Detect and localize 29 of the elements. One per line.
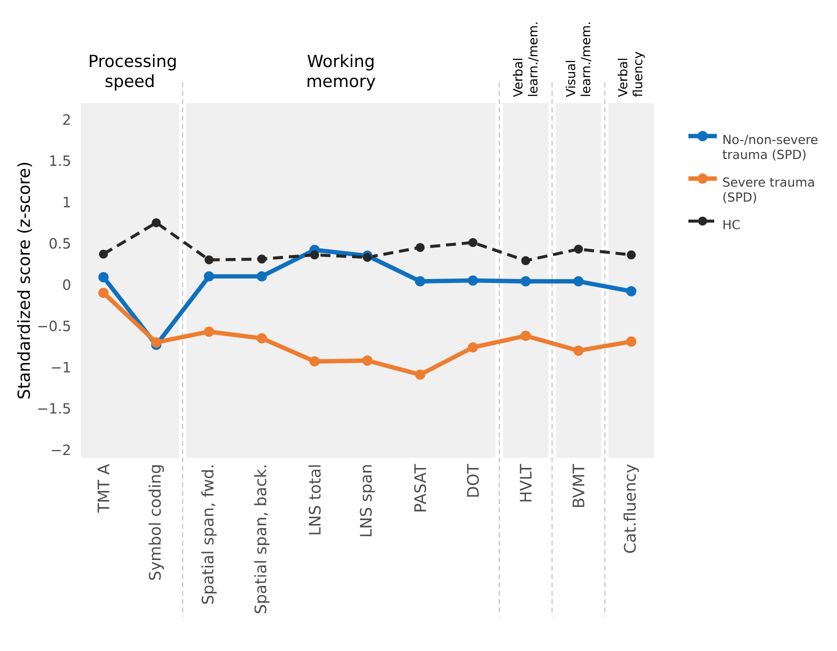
y-axis-title: Standardized score (z-score) [17,162,32,398]
x-tick-label: BVMT [572,464,584,507]
y-tick-label: −1.5 [38,403,70,414]
band-label: Working memory [308,54,376,90]
x-tick-label: Symbol coding [148,465,164,580]
y-tick-label: 0.5 [50,238,70,249]
y-tick-label: 0 [63,279,70,290]
y-tick-label: 1.5 [50,156,70,166]
legend-label: HC [724,220,740,230]
y-tick-label: 1 [64,196,70,208]
legend-label: Severe trauma (SPD) [723,177,814,204]
band-label: Verbal learn./mem. [512,22,539,98]
x-tick-label: Spatial span, fwd. [201,466,217,604]
x-tick-label: Spatial span, back. [254,466,270,614]
y-tick-label: −0.5 [38,320,70,332]
x-tick-label: LNS span [360,465,375,536]
x-tick-label: Cat.fluency [624,464,639,553]
legend-label: No-/non-severe trauma (SPD) [722,134,818,161]
band-label: Visual learn./mem. [566,22,592,98]
x-tick-label: TMT A [98,464,110,513]
x-tick-label: LNS total [308,465,321,534]
y-tick-label: −1 [52,362,70,372]
x-tick-label: HVLT [520,464,532,502]
x-tick-label: PASAT [414,464,426,512]
y-tick-label: −2 [52,444,70,455]
band-label: Verbal fluency [618,52,645,98]
x-tick-label: DOT [466,464,479,497]
y-tick-label: 2 [63,114,70,125]
band-label: Processing speed [90,54,176,90]
